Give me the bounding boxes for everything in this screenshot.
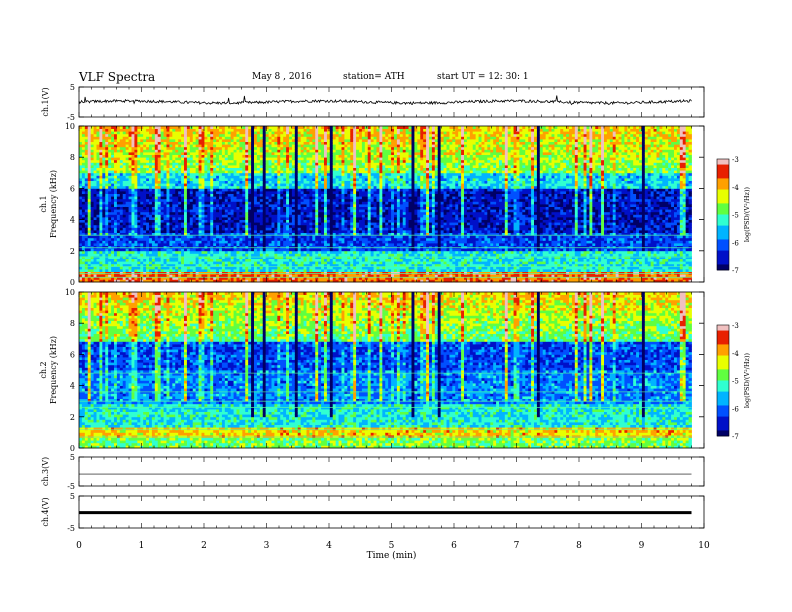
xtick-label: 8: [576, 541, 582, 551]
ylabel-ch1: Frequency (kHz): [49, 170, 58, 238]
ylabel-ch2: Frequency (kHz): [49, 336, 58, 404]
colorbar-tick-label: -4: [732, 350, 739, 358]
ylabel-ch2: ch.2: [39, 361, 48, 378]
xtick-label: 3: [264, 541, 270, 551]
ytick-label-ch3: 5: [70, 453, 75, 462]
ytick-label-ch1: 0: [70, 278, 75, 287]
ytick-label-ch2: 2: [70, 413, 75, 422]
waveform-ch1: [79, 96, 692, 105]
ylabel-ch1: ch.1(V): [41, 87, 50, 116]
colorbar-tick-label: -4: [732, 184, 739, 192]
ytick-label-ch1: 10: [65, 122, 75, 131]
xtick-label: 4: [326, 541, 332, 551]
ytick-label-ch2: 4: [70, 382, 75, 391]
ytick-label-ch1: 4: [70, 216, 75, 225]
vlf-spectra-figure: 5-5ch.1(V)0246810ch.1 Frequency (kHz)-3-4…: [0, 0, 792, 612]
colorbar-label: log(PSD/(V²/Hz)): [743, 186, 751, 242]
ytick-label-ch4: 5: [70, 492, 75, 501]
ytick-label-ch2: 10: [65, 288, 75, 297]
ytick-label-ch1: -5: [67, 113, 75, 122]
ytick-label-ch1: 2: [70, 247, 75, 256]
ytick-label-ch2: 8: [70, 319, 75, 328]
colorbar-label: log(PSD/(V²/Hz)): [743, 352, 751, 408]
ytick-label-ch2: 0: [70, 444, 75, 453]
colorbar-tick-label: -7: [732, 267, 739, 275]
spectrogram-ch1: [79, 126, 692, 282]
xtick-label: 0: [76, 541, 82, 551]
colorbar-tick-label: -3: [732, 322, 739, 330]
xaxis-label: Time (min): [367, 550, 417, 561]
xtick-label: 5: [389, 541, 395, 551]
colorbar-tick-label: -7: [732, 433, 739, 441]
xtick-label: 7: [514, 541, 520, 551]
colorbar-ch2: [717, 325, 729, 436]
colorbar-tick-label: -5: [732, 212, 739, 220]
xtick-label: 1: [139, 541, 145, 551]
colorbar-tick-label: -6: [732, 405, 739, 413]
colorbar-ch1: [717, 159, 729, 270]
colorbar-tick-label: -6: [732, 239, 739, 247]
xtick-label: 2: [201, 541, 207, 551]
colorbar-tick-label: -5: [732, 378, 739, 386]
ytick-label-ch2: 6: [70, 350, 75, 359]
xtick-label: 6: [451, 541, 457, 551]
ytick-label-ch3: -5: [67, 482, 75, 491]
ylabel-ch1: ch.1: [39, 195, 48, 212]
ytick-label-ch1: 6: [70, 184, 75, 193]
xtick-label: 10: [698, 541, 710, 551]
spectrogram-ch2: [79, 292, 692, 448]
ylabel-ch3: ch.3(V): [41, 457, 50, 486]
colorbar-tick-label: -3: [732, 156, 739, 164]
xtick-label: 9: [639, 541, 645, 551]
ytick-label-ch4: -5: [67, 524, 75, 533]
ytick-label-ch1: 8: [70, 153, 75, 162]
ytick-label-ch1: 5: [70, 83, 75, 92]
ylabel-ch4: ch.4(V): [41, 497, 50, 526]
